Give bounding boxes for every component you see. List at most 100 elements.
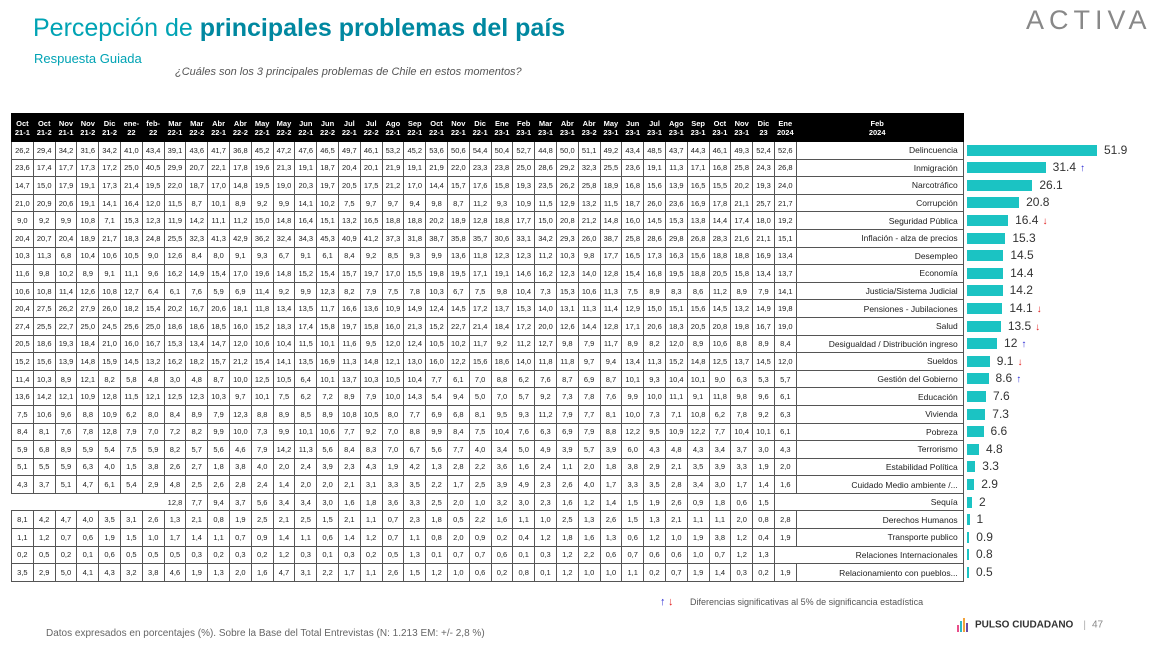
table-cell: 1,0 bbox=[686, 545, 710, 565]
table-cell: 14,8 bbox=[272, 264, 296, 283]
table-cell: 8,9 bbox=[643, 281, 666, 301]
table-cell: 18,3 bbox=[272, 316, 296, 336]
table-cell: 6,2 bbox=[294, 387, 318, 406]
table-cell: 8,2 bbox=[643, 334, 666, 354]
table-cell: 15,3 bbox=[119, 211, 143, 230]
table-cell: 13,8 bbox=[686, 211, 710, 230]
value-bar bbox=[967, 338, 998, 350]
table-cell: 5,0 bbox=[54, 563, 78, 582]
table-cell: 18,4 bbox=[76, 334, 100, 354]
table-cell: 17,4 bbox=[294, 316, 318, 336]
table-cell: 23,6 bbox=[11, 158, 34, 178]
table-cell: 5,7 bbox=[512, 387, 536, 406]
table-cell: 54,4 bbox=[468, 141, 492, 160]
table-cell: 1,7 bbox=[163, 528, 187, 547]
table-cell: 20,4 bbox=[11, 299, 34, 318]
arrow-up-icon: ↑ bbox=[1016, 374, 1022, 386]
table-cell: 3,4 bbox=[708, 440, 732, 459]
table-cell: 3,3 bbox=[730, 457, 754, 477]
table-cell: 16,7 bbox=[752, 316, 775, 336]
table-cell: 2,2 bbox=[468, 457, 492, 477]
table-cell: 1,2 bbox=[730, 528, 754, 547]
table-cell: 17,7 bbox=[512, 211, 536, 230]
table-cell: 17,8 bbox=[708, 193, 732, 213]
value-bar bbox=[967, 232, 1006, 244]
table-cell: 15,3 bbox=[664, 211, 688, 230]
table-cell: 45,2 bbox=[403, 141, 427, 160]
table-cell: 2,0 bbox=[316, 475, 339, 494]
row-label: Gestión del Gobierno bbox=[795, 369, 964, 389]
table-cell: 10,8 bbox=[76, 211, 100, 230]
table-cell: 17,1 bbox=[468, 264, 492, 283]
table-cell: 46,1 bbox=[359, 141, 383, 160]
table-cell: 25,5 bbox=[163, 228, 187, 248]
table-cell: 8,8 bbox=[490, 369, 514, 389]
table-cell: 8,2 bbox=[185, 422, 209, 442]
table-cell: 1,4 bbox=[599, 492, 623, 512]
table-cell: 19,8 bbox=[730, 316, 754, 336]
table-cell: 11,3 bbox=[294, 440, 318, 459]
table-cell: 11,8 bbox=[534, 352, 557, 371]
table-cell: 17,3 bbox=[76, 158, 100, 178]
table-cell: 18,6 bbox=[163, 316, 187, 336]
latest-column-header: Feb 2024 bbox=[795, 113, 964, 142]
table-cell: 11,3 bbox=[664, 158, 688, 178]
table-cell: 40,5 bbox=[141, 158, 165, 178]
table-cell: 19,7 bbox=[359, 264, 383, 283]
table-cell: 14,0 bbox=[534, 299, 557, 318]
table-cell: 25,7 bbox=[752, 193, 775, 213]
value-bar bbox=[967, 285, 1003, 297]
table-cell: 18,7 bbox=[316, 158, 339, 178]
table-cell: 10,3 bbox=[359, 369, 383, 389]
table-cell: 12,3 bbox=[316, 281, 339, 301]
table-cell: 2,0 bbox=[773, 457, 797, 477]
table-cell: 1,3 bbox=[163, 510, 187, 530]
table-cell: 3,5 bbox=[98, 510, 121, 530]
table-cell: 1,9 bbox=[185, 563, 209, 582]
table-cell: 21,4 bbox=[119, 176, 143, 195]
table-cell: 10,3 bbox=[32, 369, 56, 389]
table-cell: 7,5 bbox=[337, 193, 361, 213]
table-cell: 12,0 bbox=[664, 334, 688, 354]
table-cell: 52,6 bbox=[773, 141, 797, 160]
table-cell: 13,6 bbox=[446, 246, 470, 266]
table-cell: 5,1 bbox=[54, 475, 78, 494]
value-bar bbox=[967, 496, 972, 508]
table-cell: 10,6 bbox=[250, 334, 274, 354]
brand-name: PULSO CIUDADANO bbox=[975, 619, 1074, 631]
table-cell: 2,0 bbox=[228, 563, 252, 582]
column-header: May 22-1 bbox=[250, 113, 274, 142]
table-cell: 1,0 bbox=[446, 563, 470, 582]
table-cell: 8,9 bbox=[621, 334, 645, 354]
table-cell: 2,9 bbox=[141, 475, 165, 494]
table-cell: 0,2 bbox=[54, 545, 78, 565]
column-header: May 23-1 bbox=[599, 113, 623, 142]
table-cell: 16,0 bbox=[381, 316, 405, 336]
table-cell: 4,6 bbox=[228, 440, 252, 459]
table-cell: 2,6 bbox=[381, 563, 405, 582]
table-cell: 5,0 bbox=[512, 440, 536, 459]
table-cell: 3,5 bbox=[643, 475, 666, 494]
column-header: ene- 22 bbox=[119, 113, 143, 142]
table-cell: 38,7 bbox=[599, 228, 623, 248]
table-cell: 20,6 bbox=[207, 299, 230, 318]
table-cell: 9,8 bbox=[425, 193, 448, 213]
table-cell: 10,5 bbox=[359, 404, 383, 424]
table-cell: 7,6 bbox=[534, 369, 557, 389]
table-cell: 3,5 bbox=[11, 563, 34, 582]
row-label: Sueldos bbox=[795, 352, 964, 371]
table-cell: 10,4 bbox=[490, 422, 514, 442]
table-cell: 14,2 bbox=[32, 387, 56, 406]
survey-question: ¿Cuáles son los 3 principales problemas … bbox=[175, 66, 522, 78]
table-cell: 7,6 bbox=[599, 387, 623, 406]
table-cell: 11,3 bbox=[32, 246, 56, 266]
table-cell: 11,9 bbox=[163, 211, 187, 230]
table-cell: 3,5 bbox=[403, 475, 427, 494]
value-bar bbox=[967, 250, 1004, 262]
table-cell: 0,2 bbox=[207, 545, 230, 565]
table-cell: 4,9 bbox=[512, 475, 536, 494]
row-label: Cuidado Medio ambiente /... bbox=[795, 475, 964, 494]
table-cell: 7,0 bbox=[381, 440, 405, 459]
table-cell: 2,1 bbox=[272, 510, 296, 530]
value-bar bbox=[967, 267, 1004, 279]
